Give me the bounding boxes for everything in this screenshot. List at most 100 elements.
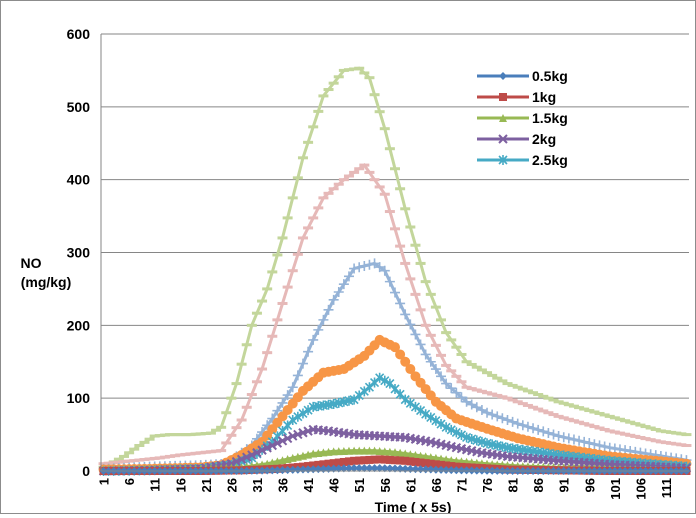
data-point-marker (437, 465, 446, 474)
data-point-marker (543, 427, 554, 438)
data-point-marker (538, 426, 549, 437)
data-point-marker (350, 456, 359, 465)
data-point-marker (124, 459, 135, 463)
data-point-marker (303, 405, 313, 416)
data-point-marker (328, 294, 339, 305)
data-point-marker (334, 447, 343, 456)
data-point-marker (471, 365, 482, 369)
data-point-marker (579, 436, 590, 447)
data-point-marker (421, 452, 430, 461)
data-point-marker (257, 367, 268, 371)
data-point-marker (584, 438, 595, 449)
data-point-marker (558, 416, 569, 420)
data-point-marker (528, 423, 539, 434)
data-point-marker (247, 450, 257, 460)
data-point-marker (379, 127, 390, 131)
data-point-marker (359, 260, 370, 271)
data-point-marker (451, 345, 462, 349)
data-point-marker (476, 368, 487, 372)
data-point-marker (251, 380, 262, 384)
data-point-marker (298, 408, 308, 419)
data-point-marker (200, 450, 211, 454)
x-tick-label: 26 (224, 478, 239, 492)
data-point-marker (231, 382, 242, 386)
data-point-marker (528, 391, 539, 395)
data-point-marker (437, 460, 446, 469)
x-tick-label: 56 (378, 478, 393, 492)
data-point-marker (609, 430, 620, 434)
x-tick-label: 106 (633, 478, 648, 500)
data-point-marker (497, 379, 508, 383)
data-point-marker (359, 386, 369, 397)
data-point-marker (144, 437, 155, 441)
data-point-marker (563, 433, 574, 444)
data-point-marker (375, 372, 385, 383)
legend-swatch-marker (498, 134, 508, 144)
data-point-marker (252, 447, 262, 458)
data-point-marker (113, 460, 124, 464)
data-point-marker (411, 457, 420, 466)
data-point-marker (533, 393, 544, 397)
data-point-marker (599, 441, 610, 452)
data-point-marker (282, 216, 293, 220)
data-point-marker (442, 461, 451, 470)
data-point-marker (395, 244, 406, 248)
data-point-marker (379, 192, 390, 196)
data-point-marker (355, 464, 364, 473)
data-point-marker (604, 442, 615, 453)
data-point-marker (446, 338, 457, 342)
data-point-marker (461, 360, 472, 364)
data-point-marker (426, 412, 436, 423)
x-tick-label: 71 (454, 478, 469, 492)
data-point-marker (625, 433, 636, 437)
data-point-marker (441, 331, 452, 335)
data-point-marker (405, 398, 415, 409)
data-point-marker (226, 396, 237, 400)
data-point-marker (447, 466, 456, 475)
data-point-marker (456, 352, 467, 356)
y-tick-label: 600 (67, 26, 91, 42)
data-point-marker (365, 446, 374, 455)
data-point-marker (333, 75, 344, 79)
data-point-marker (497, 413, 508, 424)
data-point-marker (354, 262, 365, 273)
data-point-marker (406, 450, 415, 459)
data-point-marker (415, 405, 426, 416)
data-point-marker (401, 449, 410, 458)
data-point-marker (185, 433, 196, 437)
y-tick-label: 400 (67, 172, 91, 188)
data-point-marker (431, 465, 440, 474)
data-point-marker (401, 456, 410, 465)
data-point-marker (558, 432, 569, 443)
data-point-marker (584, 423, 595, 427)
y-tick-label: 300 (67, 245, 91, 261)
data-point-marker (303, 226, 314, 230)
data-point-marker (599, 413, 610, 417)
data-point-marker (262, 351, 273, 355)
data-point-marker (436, 353, 447, 357)
x-tick-label: 76 (480, 478, 495, 492)
data-point-marker (170, 433, 181, 437)
data-point-marker (278, 466, 287, 475)
data-point-marker (507, 416, 518, 427)
data-point-marker (185, 452, 196, 456)
data-point-marker (416, 458, 425, 467)
data-point-marker (349, 263, 360, 274)
data-point-marker (487, 392, 498, 396)
data-point-marker (548, 429, 559, 440)
data-point-marker (349, 170, 360, 174)
data-point-marker (609, 443, 620, 454)
data-point-marker (630, 422, 641, 426)
data-point-marker (318, 94, 329, 98)
data-point-marker (343, 271, 354, 282)
data-point-marker (293, 429, 303, 440)
data-point-marker (370, 464, 379, 473)
data-point-marker (350, 464, 359, 473)
series-8 (98, 163, 692, 466)
data-point-marker (390, 342, 400, 353)
y-axis-label-line2: (mg/kg) (21, 274, 72, 290)
data-point-marker (522, 389, 533, 393)
data-point-marker (487, 373, 498, 377)
x-tick-label: 96 (582, 478, 597, 492)
